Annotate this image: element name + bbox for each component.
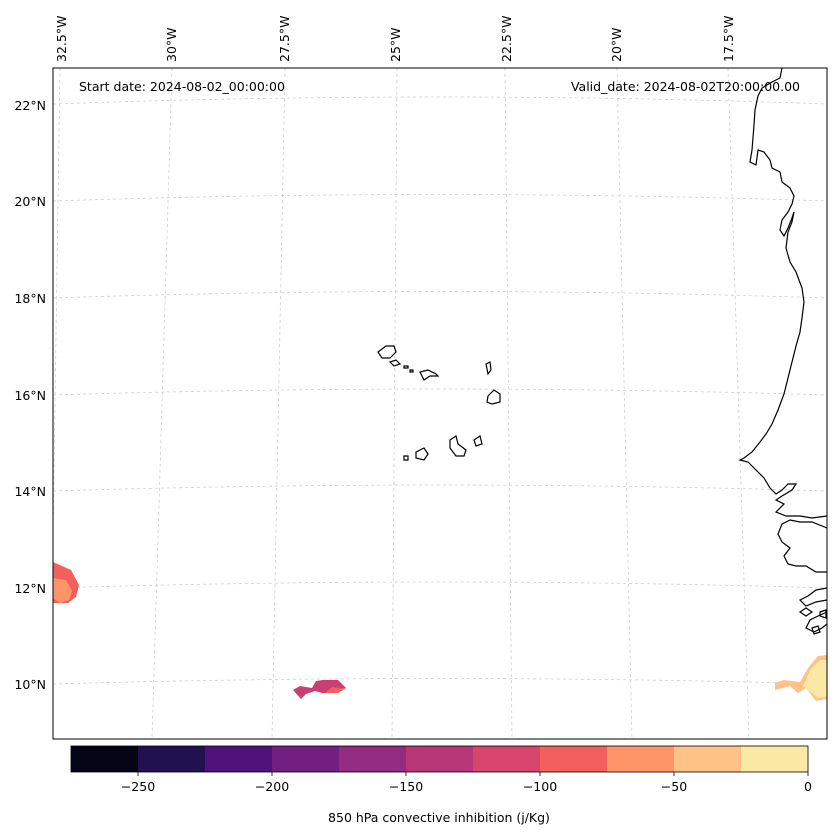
- coast-islet-c: [811, 625, 821, 635]
- coast-islet-a: [798, 607, 814, 617]
- island-fogo: [415, 447, 429, 461]
- lon-label-25w: 25°W: [388, 27, 403, 62]
- graticule: [53, 68, 827, 739]
- meridian-17-5w: [727, 68, 750, 739]
- latitude-labels: 22°N 20°N 18°N 16°N 14°N 12°N 10°N: [14, 98, 46, 692]
- island-boa-vista: [486, 389, 501, 405]
- coastlines: [738, 68, 827, 635]
- meridian-25w: [391, 68, 398, 739]
- cin-patch-south-a: [293, 680, 346, 699]
- parallel-16n: [53, 388, 827, 396]
- map-frame: [52, 67, 828, 740]
- colorbar-label: 850 hPa convective inhibition (j/Kg): [328, 810, 550, 825]
- colorbar-tick-label: −50: [661, 779, 687, 794]
- cin-patch-south-b: [325, 687, 346, 693]
- colorbar-bin: [741, 746, 809, 772]
- lon-label-27-5w: 27.5°W: [277, 16, 292, 62]
- lat-label-12n: 12°N: [14, 581, 46, 596]
- colorbar-bin: [607, 746, 675, 772]
- colorbar-bin: [674, 746, 742, 772]
- lat-label-20n: 20°N: [14, 194, 46, 209]
- colorbar-bin: [205, 746, 273, 772]
- lat-label-18n: 18°N: [14, 291, 46, 306]
- valid-date-text: Valid_date: 2024-08-02T20:00:00.00: [571, 79, 800, 94]
- start-date-text: Start date: 2024-08-02_00:00:00: [79, 79, 285, 94]
- colorbar-tick-label: −250: [121, 779, 155, 794]
- gambia-guinea-coastline: [777, 519, 827, 573]
- meridian-20w: [616, 68, 633, 739]
- lon-label-20w: 20°W: [609, 27, 624, 62]
- colorbar-bin: [272, 746, 340, 772]
- meridian-32-5w: [53, 68, 61, 565]
- parallel-22n: [53, 96, 827, 105]
- cape-verde-islands: [377, 345, 501, 461]
- colorbar-bin: [473, 746, 541, 772]
- lat-label-10n: 10°N: [14, 677, 46, 692]
- colorbar-bin: [138, 746, 206, 772]
- cin-patch-west-inner: [53, 578, 72, 603]
- island-sal: [485, 361, 492, 376]
- lon-label-32-5w: 32.5°W: [54, 16, 69, 62]
- lat-label-22n: 22°N: [14, 98, 46, 113]
- africa-coastline: [738, 68, 827, 519]
- colorbar: [71, 746, 809, 772]
- lon-label-30w: 30°W: [164, 27, 179, 62]
- colorbar-bin: [540, 746, 608, 772]
- island-sao-nicolau: [419, 369, 440, 381]
- longitude-labels: 32.5°W 30°W 27.5°W 25°W 22.5°W 20°W 17.5…: [54, 16, 736, 62]
- island-maio: [473, 435, 483, 447]
- island-sao-vicente: [388, 359, 402, 367]
- island-santiago: [449, 435, 467, 457]
- coast-islet-b: [819, 609, 827, 619]
- lat-label-16n: 16°N: [14, 388, 46, 403]
- island-santo-antao: [377, 345, 397, 359]
- colorbar-bin: [339, 746, 407, 772]
- cin-patch-east-inner: [803, 660, 827, 698]
- meridian-27-5w: [271, 68, 286, 739]
- colorbar-tick-label: −200: [255, 779, 289, 794]
- parallel-10n: [53, 678, 827, 685]
- parallel-14n: [53, 484, 827, 492]
- colorbar-tick-label: 0: [804, 779, 812, 794]
- lon-label-17-5w: 17.5°W: [721, 16, 736, 62]
- colorbar-outline: [70, 745, 809, 773]
- parallel-12n: [53, 581, 827, 589]
- meridian-30w: [151, 68, 173, 739]
- colorbar-bin: [71, 746, 139, 772]
- colorbar-ticks: −250 −200 −150 −100 −50 0: [121, 772, 812, 794]
- island-ilheu: [409, 369, 414, 373]
- colorbar-tick-label: −150: [389, 779, 423, 794]
- lat-label-14n: 14°N: [14, 484, 46, 499]
- cin-field: [53, 562, 827, 701]
- parallel-18n: [53, 291, 827, 299]
- bijagos-coast: [805, 611, 827, 633]
- island-brava: [403, 455, 409, 461]
- parallel-20n: [53, 194, 827, 202]
- colorbar-bin: [406, 746, 474, 772]
- guinea-bissau-coast: [798, 587, 827, 607]
- meridian-22-5w: [504, 68, 513, 739]
- colorbar-tick-label: −100: [523, 779, 557, 794]
- island-santa-luzia: [403, 365, 409, 369]
- lon-label-22-5w: 22.5°W: [499, 16, 514, 62]
